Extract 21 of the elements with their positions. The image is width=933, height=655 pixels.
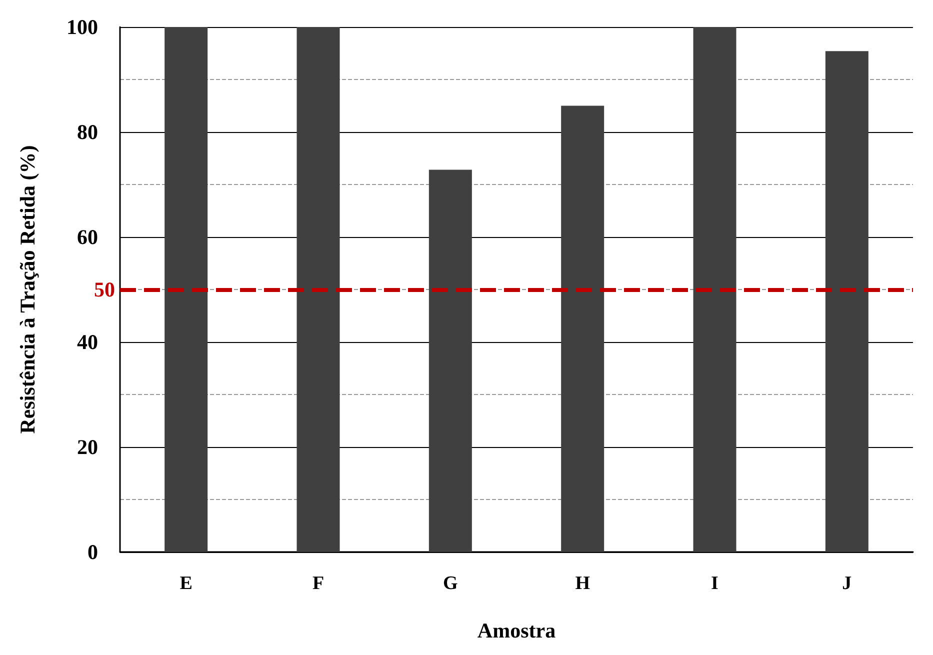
bar — [428, 170, 472, 552]
y-tick-label: 60 — [77, 225, 98, 249]
y-tick-label: 40 — [77, 330, 98, 354]
x-axis-title: Amostra — [477, 618, 556, 642]
ref-line-label: 50 — [94, 278, 115, 302]
x-tick-label: G — [443, 573, 458, 594]
bar — [164, 27, 208, 552]
x-tick-label: E — [180, 573, 192, 594]
y-tick-label: 100 — [66, 15, 98, 39]
y-tick-label: 20 — [77, 435, 98, 459]
bar — [693, 27, 736, 552]
bar — [825, 51, 868, 552]
x-tick-label: J — [842, 573, 852, 594]
bar — [561, 106, 604, 552]
bar — [296, 27, 340, 552]
y-tick-label: 80 — [77, 120, 98, 144]
x-tick-label: H — [575, 573, 590, 594]
x-tick-label: F — [312, 573, 324, 594]
y-tick-label: 0 — [88, 540, 98, 564]
y-axis-title: Resistência à Tração Retida (%) — [16, 145, 40, 434]
x-tick-label: I — [711, 573, 718, 594]
